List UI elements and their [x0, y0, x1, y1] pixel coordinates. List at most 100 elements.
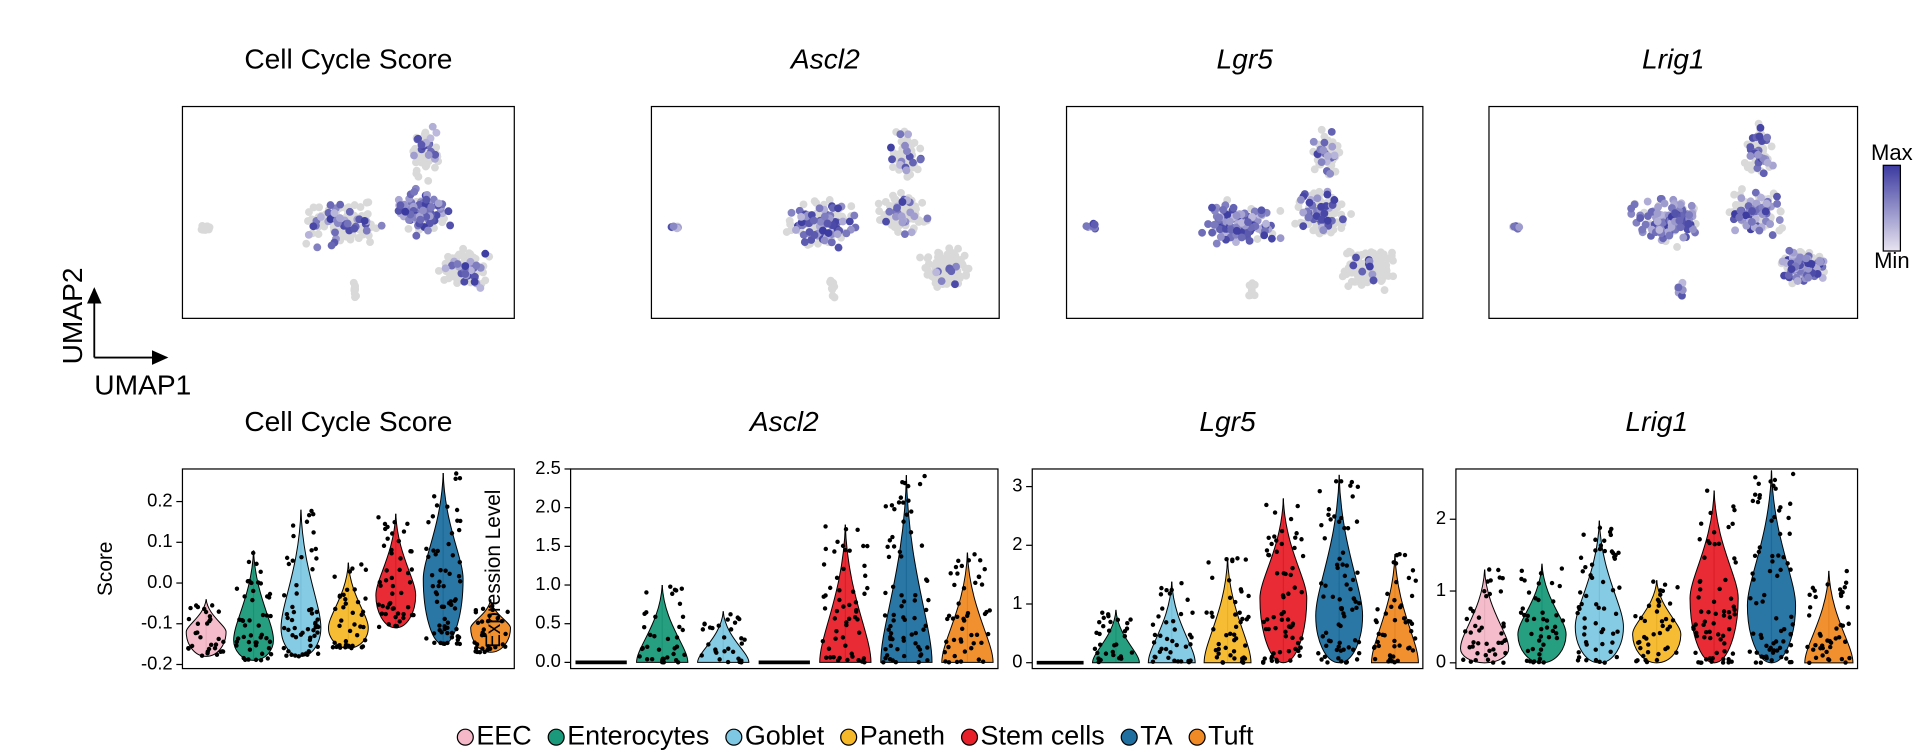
cell-dot [922, 473, 927, 479]
cell-point [820, 236, 829, 245]
umap-points [667, 127, 973, 302]
cell-dot [1340, 550, 1346, 555]
cell-dot [1475, 641, 1481, 646]
violin [185, 599, 227, 657]
cell-point [1737, 194, 1746, 203]
cell-dot [853, 600, 859, 605]
cell-point [1305, 198, 1314, 207]
cell-dot [1813, 642, 1818, 648]
cell-dot [1288, 516, 1294, 522]
cell-dot [1693, 650, 1698, 655]
cell-dot [1610, 588, 1616, 593]
cell-dot [457, 475, 463, 481]
cell-dot [1224, 632, 1229, 638]
cell-dot [1095, 650, 1100, 656]
cell-dot [1299, 537, 1304, 542]
cell-dot [446, 541, 451, 547]
cell-point [450, 272, 458, 281]
cell-dot [199, 653, 205, 658]
umap-points [197, 122, 494, 302]
cell-dot [823, 524, 828, 529]
violin [1259, 498, 1308, 664]
cell-point [432, 128, 441, 137]
cell-dot [959, 563, 965, 569]
cell-dot [721, 635, 727, 640]
cell-point [935, 259, 944, 268]
cell-dot [958, 637, 963, 642]
cell-dot [347, 628, 353, 634]
cell-dot [1658, 588, 1663, 593]
cell-dot [1667, 624, 1673, 629]
cell-dot [390, 591, 395, 596]
cell-dot [1211, 627, 1216, 632]
cell-dot [1825, 638, 1830, 643]
cell-point [1232, 226, 1241, 235]
cell-dot [891, 618, 896, 623]
cell-point [1346, 248, 1355, 257]
cell-dot [442, 616, 447, 622]
cell-dot [850, 589, 856, 594]
cell-dot [435, 548, 440, 554]
cell-dot [359, 562, 364, 567]
cell-dot [385, 605, 390, 610]
cell-dot [1646, 603, 1652, 608]
cell-point [1784, 271, 1793, 280]
cell-dot [456, 527, 462, 533]
violin [636, 584, 689, 663]
violin [1092, 609, 1140, 664]
cell-dot [314, 556, 319, 561]
cell-point [1674, 283, 1683, 292]
cell-dot [1756, 481, 1761, 486]
cell-dot [834, 608, 840, 614]
cell-dot [1387, 653, 1393, 658]
cell-dot [290, 633, 295, 638]
cell-dot [1341, 647, 1346, 652]
cell-dot [675, 660, 681, 665]
cell-dot [452, 606, 458, 611]
cell-point [937, 277, 946, 286]
cell-dot [1774, 648, 1780, 653]
cell-dot [1733, 560, 1738, 565]
cell-point [962, 270, 971, 279]
cell-dot [1473, 623, 1478, 629]
cell-dot [1470, 609, 1476, 614]
cell-dot [457, 559, 463, 565]
cell-dot [1788, 642, 1794, 648]
cell-dot [987, 608, 992, 613]
y-tick-label: -0.2 [141, 652, 173, 673]
cell-dot [1727, 626, 1732, 632]
cell-dot [1732, 612, 1737, 617]
cell-dot [919, 543, 925, 548]
cell-dot [1484, 641, 1489, 647]
cell-dot [917, 647, 923, 652]
cell-dot [1116, 655, 1122, 661]
cell-dot [1806, 613, 1812, 618]
cell-dot [900, 500, 906, 505]
cell-dot [1151, 640, 1157, 645]
cell-dot [840, 543, 846, 549]
cell-point [1388, 248, 1396, 257]
cell-dot [294, 591, 299, 596]
cell-dot [1266, 535, 1271, 540]
cell-dot [383, 611, 388, 617]
cell-point [1643, 197, 1652, 206]
cell-dot [1355, 484, 1361, 490]
cell-point [1676, 223, 1685, 232]
cell-dot [1290, 565, 1295, 571]
cell-dot [333, 606, 338, 612]
cell-dot [216, 609, 222, 614]
cell-dot [445, 620, 451, 625]
cell-dot [826, 646, 832, 651]
cell-dot [1122, 634, 1128, 639]
cell-dot [1350, 577, 1356, 583]
cell-dot [918, 652, 924, 657]
cell-dot [1759, 654, 1764, 659]
cell-dot [954, 659, 960, 665]
cell-dot [1753, 475, 1758, 480]
cell-dot [315, 651, 321, 656]
cell-dot [299, 554, 304, 560]
jitter-points [234, 550, 274, 663]
jitter-points [1461, 567, 1508, 665]
cell-dot [1332, 514, 1337, 519]
cell-dot [399, 590, 404, 596]
